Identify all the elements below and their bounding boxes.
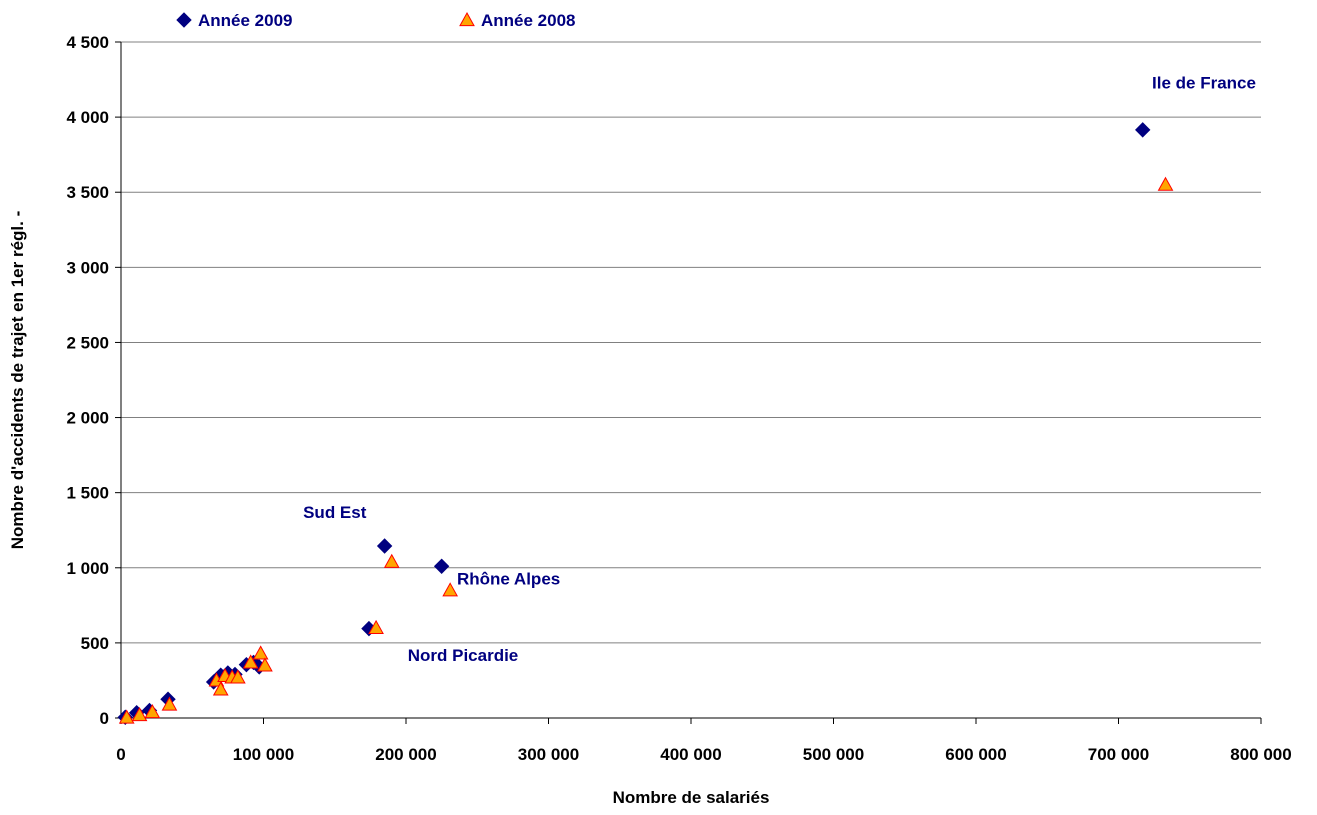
- data-point-2: [1157, 176, 1174, 191]
- y-tick-label: 3 000: [66, 258, 109, 277]
- y-axis-title: Nombre d'accidents de trajet en 1er régl…: [8, 211, 27, 549]
- annotation-label: Rhône Alpes: [457, 569, 560, 588]
- data-point-2: [257, 657, 273, 672]
- x-tick-label: 0: [116, 745, 125, 764]
- x-axis-title: Nombre de salariés: [613, 788, 770, 807]
- x-tick-label: 600 000: [945, 745, 1006, 764]
- x-tick-label: 700 000: [1088, 745, 1149, 764]
- y-tick-label: 4 000: [66, 108, 109, 127]
- data-point-1: [433, 558, 450, 574]
- y-tick-label: 2 000: [66, 409, 109, 428]
- legend-marker: [459, 11, 475, 27]
- data-point-2: [383, 553, 400, 568]
- data-point-2: [131, 706, 148, 722]
- x-tick-label: 500 000: [803, 745, 864, 764]
- y-tick-label: 1 500: [66, 484, 109, 503]
- data-point-2: [242, 654, 259, 669]
- data-point-2: [230, 669, 246, 684]
- annotation-label: Sud Est: [303, 503, 367, 522]
- annotation-label: Ile de France: [1152, 74, 1256, 93]
- legend: Année 2009 Année 2008: [176, 11, 576, 30]
- legend-marker: [176, 12, 192, 28]
- data-point-2: [161, 696, 178, 711]
- data-point-1: [376, 538, 393, 554]
- x-tick-label: 200 000: [375, 745, 436, 764]
- legend-label: Année 2009: [198, 11, 293, 30]
- data-point-2: [118, 709, 135, 724]
- legend-label: Année 2008: [481, 11, 576, 30]
- data-point-2: [368, 619, 384, 634]
- annotations: Ile de France Sud Est Rhône Alpes Nord Pica…: [303, 74, 1256, 665]
- data-points: [117, 122, 1174, 725]
- x-tick-label: 800 000: [1230, 745, 1291, 764]
- legend-item: Année 2009: [176, 11, 293, 30]
- series-2: [118, 176, 1174, 724]
- y-tick-label: 500: [81, 634, 109, 653]
- y-tick-label: 1 000: [66, 559, 109, 578]
- legend-item: Année 2008: [459, 11, 576, 30]
- y-tick-label: 2 500: [66, 333, 109, 352]
- data-point-2: [212, 681, 229, 696]
- x-tick-label: 100 000: [233, 745, 294, 764]
- annotation-label: Nord Picardie: [408, 646, 519, 665]
- series-1: [117, 122, 1151, 725]
- y-axis-ticks: 0 500 1 000 1 500 2 000 2 500 3 000 3 500 4 000 4…: [66, 33, 121, 728]
- x-tick-label: 400 000: [660, 745, 721, 764]
- y-tick-label: 0: [100, 709, 109, 728]
- data-point-1: [1135, 122, 1151, 138]
- y-tick-label: 3 500: [66, 183, 109, 202]
- data-point-2: [252, 645, 269, 660]
- x-axis-ticks: 0 100 000 200 000 300 000 400 000 500 000 600 …: [116, 718, 1292, 764]
- data-point-2: [442, 582, 459, 597]
- axes: [120, 42, 1261, 719]
- gridlines: [121, 41, 1261, 644]
- y-tick-label: 4 500: [66, 33, 109, 52]
- data-point-2: [144, 703, 161, 719]
- x-tick-label: 300 000: [518, 745, 579, 764]
